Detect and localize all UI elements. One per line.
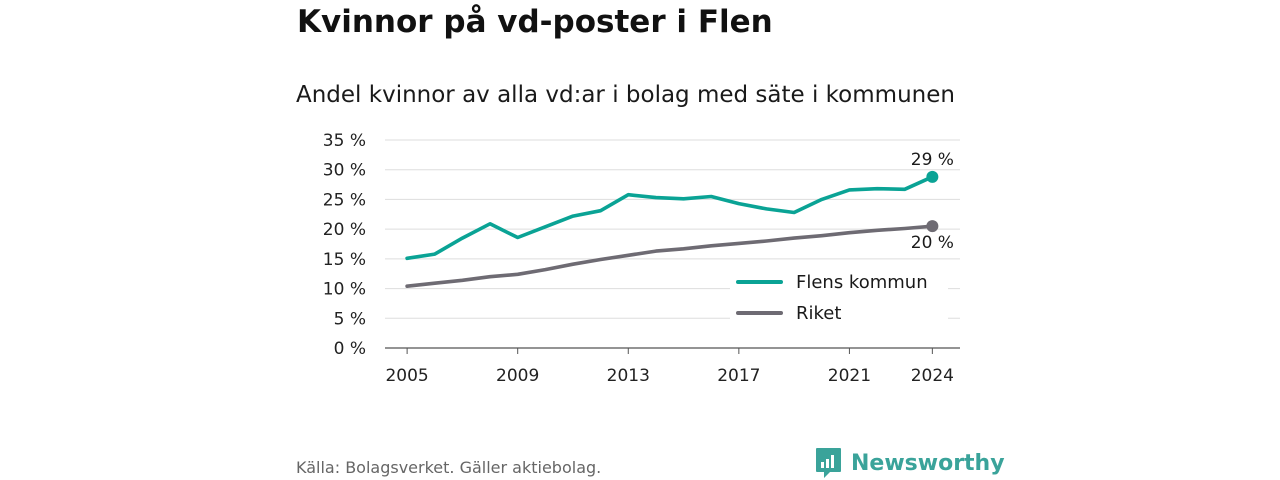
chart-subtitle: Andel kvinnor av alla vd:ar i bolag med … [296,82,955,108]
brand-logo: Newsworthy [815,446,1005,480]
legend-label: Flens kommun [796,272,928,293]
newsworthy-logo-icon [816,448,841,478]
y-tick-label: 10 % [323,280,366,300]
series-lines [405,170,939,289]
series-line [405,224,935,289]
y-tick-label: 5 % [334,309,366,329]
end-labels: 29 % 20 % [911,150,954,253]
y-tick-label: 0 % [334,339,366,359]
y-tick-label: 35 % [323,131,366,151]
source-note: Källa: Bolagsverket. Gäller aktiebolag. [296,458,602,477]
x-tick-label: 2024 [911,366,954,386]
series-end-point [926,170,939,183]
legend: Flens kommun Riket [730,265,948,324]
end-value-label: 20 % [911,233,954,253]
brand-name: Newsworthy [851,450,1005,476]
series-end-point [926,220,939,233]
chart-title: Kvinnor på vd-poster i Flen [297,4,773,40]
legend-label: Riket [796,303,841,324]
y-tick-label: 30 % [323,161,366,181]
y-axis-ticks: 0 % 5 % 10 % 15 % 20 % 25 % 30 % 35 % [323,131,366,359]
x-tick-label: 2005 [385,366,428,386]
series-line [405,175,935,261]
x-tick-label: 2013 [607,366,650,386]
x-tick-label: 2021 [828,366,871,386]
end-value-label: 29 % [911,150,954,170]
y-tick-label: 15 % [323,250,366,270]
x-tick-label: 2017 [717,366,760,386]
y-tick-label: 25 % [323,190,366,210]
x-axis-ticks: 2005 2009 2013 2017 2021 2024 [385,348,954,386]
x-tick-label: 2009 [496,366,539,386]
y-tick-label: 20 % [323,220,366,240]
